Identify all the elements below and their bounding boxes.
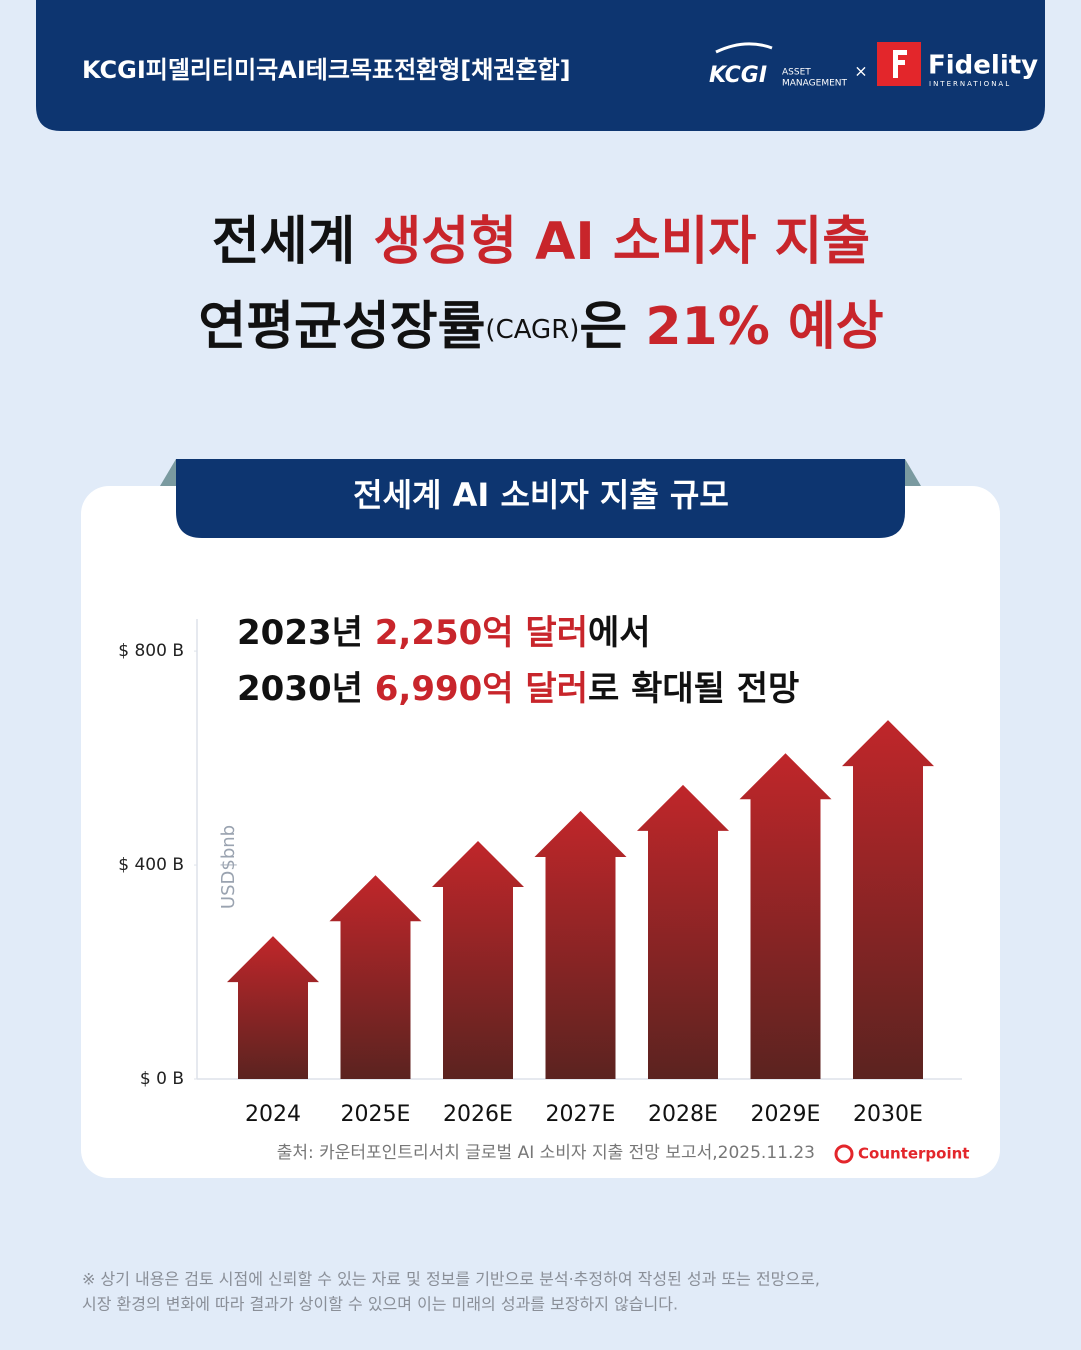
text-segment: 2023년 (237, 613, 375, 653)
rich-line: 2030년 6,990억 달러로 확대될 전망 (237, 669, 799, 709)
text-segment: 6,990억 달러 (375, 669, 588, 709)
text-segment: (CAGR) (485, 315, 579, 345)
y-tick-label: $ 800 B (118, 641, 184, 661)
text-segment: 2,250억 달러 (375, 613, 588, 653)
logo-kcgi: KCGI (709, 63, 767, 88)
chart-annotation: 2023년 2,250억 달러에서 2030년 6,990억 달러로 확대될 전망 (237, 613, 799, 709)
footnote: 시장 환경의 변화에 따라 결과가 상이할 수 있으며 이는 미래의 성과를 보… (82, 1295, 678, 1314)
source: 출처: 카운터포인트리서치 글로벌 AI 소비자 지출 전망 보고서,2025.… (277, 1143, 815, 1163)
x-tick-label: 2025E (341, 1102, 411, 1127)
logo-fidelity-sub: INTERNATIONAL (929, 80, 1011, 88)
kcgi-swoosh (715, 42, 773, 54)
text-segment: 생성형 AI 소비자 지출 (374, 212, 871, 272)
text-segment: 은 (579, 297, 645, 357)
header-bar (36, 0, 1045, 131)
rich-line: 2023년 2,250억 달러에서 (237, 613, 651, 653)
rich-line: 연평균성장률(CAGR)은 21% 예상 (198, 297, 883, 357)
text-segment: 연평균성장률 (198, 297, 485, 357)
text-segment: 로 확대될 전망 (588, 669, 799, 709)
y-axis-label: USD$bnb (218, 825, 239, 909)
rich-line: 전세계 생성형 AI 소비자 지출 (212, 212, 870, 272)
text-segment: 21% 예상 (645, 297, 883, 357)
logo-kcgi-sub: ASSET (782, 68, 811, 78)
fidelity-icon-mark (893, 50, 907, 78)
arrow-bar (227, 936, 319, 1079)
arrow-bar (329, 875, 422, 1079)
text-segment: 전세계 (212, 212, 374, 272)
header-title: KCGI피델리티미국AI테크목표전환형[채권혼합] (82, 56, 571, 84)
arrow-bar (432, 840, 524, 1079)
arrow-bar (842, 720, 934, 1079)
source-logo: Counterpoint (858, 1145, 969, 1163)
tab-fold (905, 459, 921, 486)
x-tick-label: 2024 (245, 1102, 301, 1127)
chart-tab (176, 459, 905, 538)
x-tick-label: 2027E (546, 1102, 616, 1127)
chart-title: 전세계 AI 소비자 지출 규모 (353, 476, 729, 514)
plot: $ 0 B $ 400 B $ 800 B 2024 2025E 2026E 2027E 20… (118, 619, 962, 1127)
x-tick-label: 2029E (751, 1102, 821, 1127)
footnote: ※ 상기 내용은 검토 시점에 신뢰할 수 있는 자료 및 정보를 기반으로 분… (82, 1270, 820, 1289)
y-tick-label: $ 400 B (118, 855, 184, 875)
arrow-bar (739, 753, 832, 1079)
y-tick-label: $ 0 B (140, 1069, 184, 1089)
arrow-bar (534, 811, 627, 1079)
arrow-bar (637, 784, 729, 1079)
x-tick-label: 2028E (648, 1102, 718, 1127)
text-segment: 2030년 (237, 669, 375, 709)
separator: × (854, 62, 867, 81)
x-tick-label: 2026E (443, 1102, 513, 1127)
tab-fold (160, 459, 176, 486)
logo-fidelity: Fidelity (928, 51, 1038, 81)
x-tick-label: 2030E (853, 1102, 923, 1127)
text-segment: 에서 (588, 613, 651, 653)
source-logo-icon (834, 1144, 854, 1164)
logo-kcgi-sub: MANAGEMENT (782, 79, 847, 89)
